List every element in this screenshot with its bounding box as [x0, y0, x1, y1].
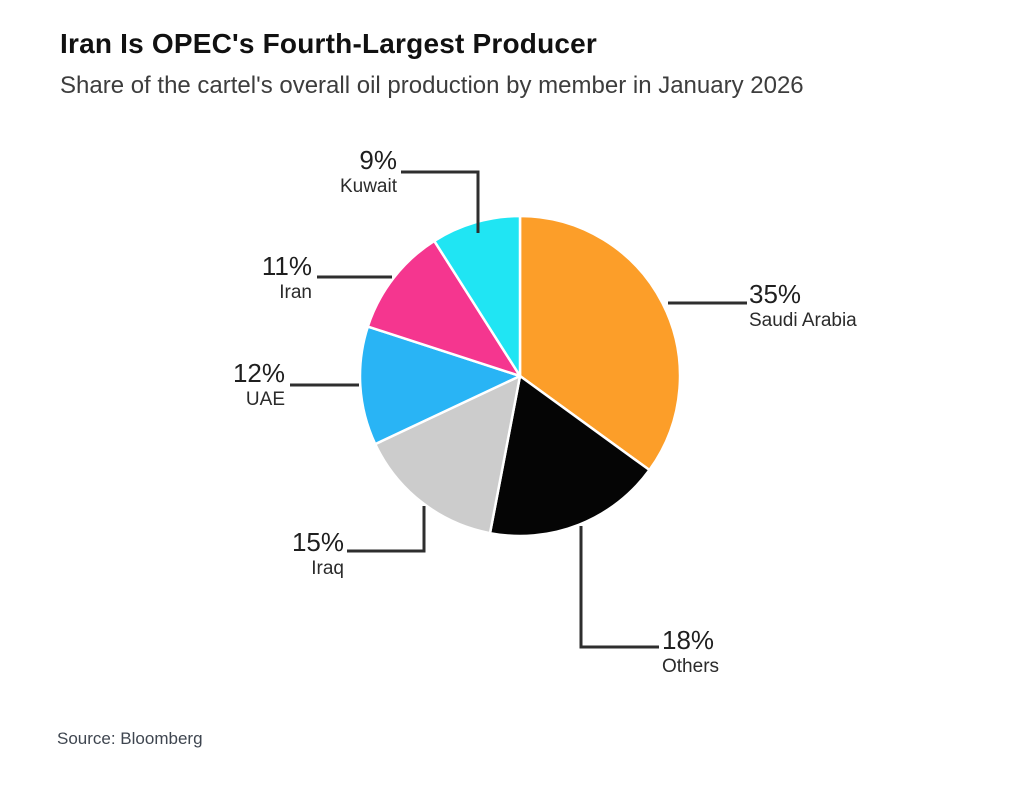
pie-label-kuwait: 9% Kuwait	[340, 146, 397, 198]
pie-label-value: 18%	[662, 625, 715, 655]
pie-label-value: 35%	[749, 279, 802, 309]
pie-label-value: 15%	[291, 527, 344, 557]
pie-label-name: Kuwait	[339, 176, 397, 197]
chart-title: Iran Is OPEC's Fourth-Largest Producer	[60, 28, 598, 59]
pie-slice-kuwait	[433, 214, 522, 378]
pie-label-others: 18% Others	[662, 626, 719, 678]
pie-label-uae: 12% UAE	[233, 359, 285, 411]
pie-label-name: Saudi Arabia	[749, 310, 857, 331]
pie-label-iran: 11% Iran	[262, 252, 312, 304]
chart-subtitle: Share of the cartel's overall oil produc…	[60, 72, 804, 99]
leader-line-iraq	[347, 506, 426, 553]
pie-label-name: Others	[662, 656, 720, 677]
pie-label-iraq: 15% Iraq	[292, 528, 344, 580]
leader-line-kuwait	[401, 170, 480, 233]
pie-slice-saudi-arabia	[518, 214, 682, 472]
pie-slice-iraq	[373, 374, 522, 535]
pie-label-saudi-arabia: 35% Saudi Arabia	[749, 280, 857, 332]
pie-label-name: Iraq	[311, 558, 344, 579]
pie-label-value: 11%	[261, 251, 312, 281]
pie-slice-uae	[358, 325, 522, 446]
leader-line-others	[579, 526, 659, 649]
pie-label-value: 9%	[359, 145, 397, 175]
pie-label-name: Iran	[279, 282, 312, 303]
pie-slice-others	[488, 374, 651, 538]
pie-slices-group	[358, 214, 682, 538]
source-note: Source: Bloomberg	[57, 729, 203, 748]
pie-label-name: UAE	[245, 389, 285, 410]
pie-label-value: 12%	[232, 358, 285, 388]
pie-slice-iran	[366, 239, 522, 378]
